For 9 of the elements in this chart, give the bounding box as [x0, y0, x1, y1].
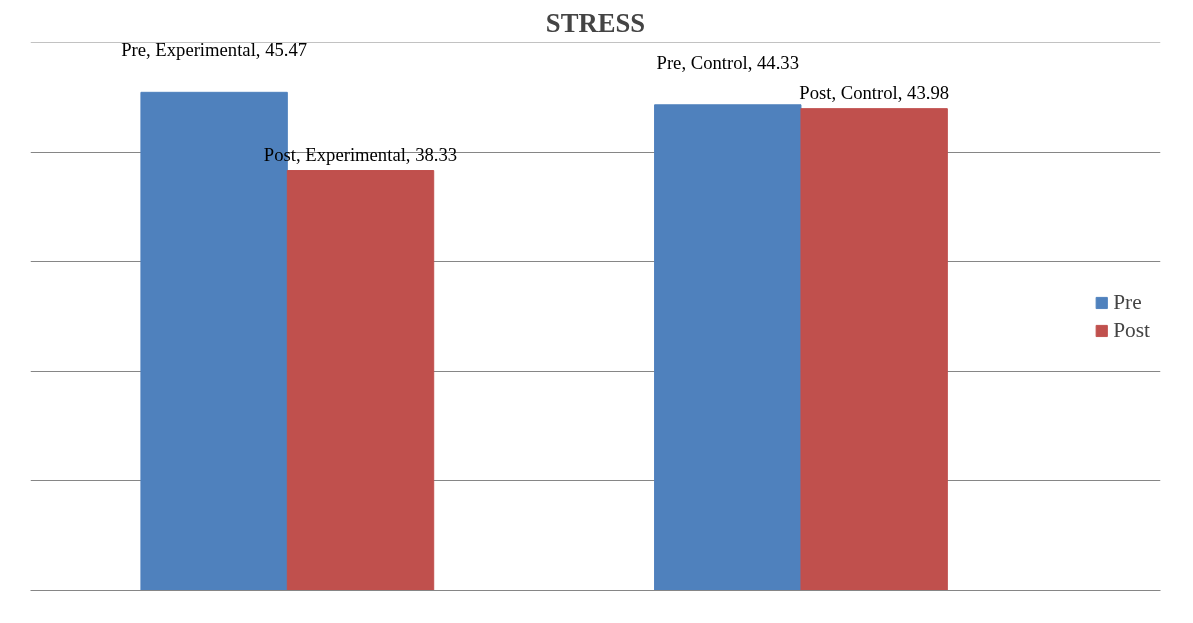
legend-label: Pre: [1113, 289, 1142, 315]
chart-title: STRESS: [545, 7, 646, 38]
bar: [286, 170, 435, 591]
data-label: Pre, Control, 44.33: [656, 51, 800, 73]
bar: [800, 108, 948, 591]
legend-label: Post: [1113, 317, 1150, 343]
data-label: Post, Control, 43.98: [799, 81, 950, 103]
data-label: Pre, Experimental, 45.47: [121, 39, 308, 61]
bar: [654, 104, 802, 591]
